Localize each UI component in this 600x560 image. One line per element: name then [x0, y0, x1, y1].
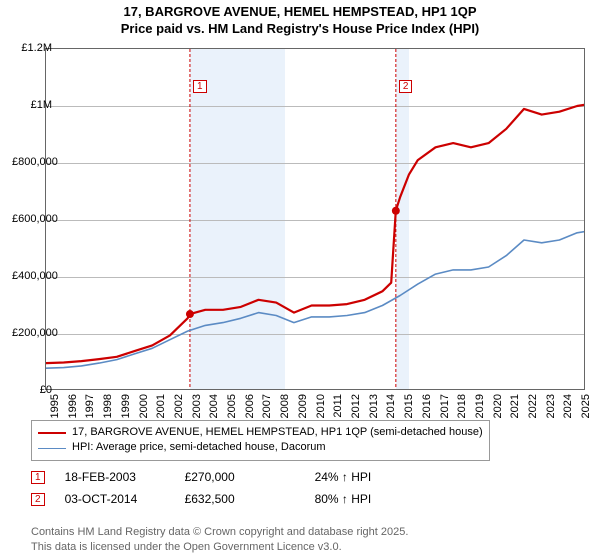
legend-swatch	[38, 432, 66, 434]
x-tick-label: 1998	[102, 394, 114, 418]
sale-date: 03-OCT-2014	[65, 492, 185, 506]
y-tick-label: £200,000	[12, 327, 52, 339]
x-tick-label: 2023	[545, 394, 557, 418]
y-tick-label: £800,000	[12, 156, 52, 168]
legend-label: 17, BARGROVE AVENUE, HEMEL HEMPSTEAD, HP…	[72, 425, 483, 440]
sales-table: 1 18-FEB-2003£270,00024% ↑ HPI 2 03-OCT-201…	[31, 466, 445, 510]
y-tick-label: £1M	[12, 99, 52, 111]
x-tick-label: 1996	[67, 394, 79, 418]
legend-swatch	[38, 448, 66, 449]
series-hpi	[46, 231, 585, 368]
x-tick-label: 2018	[456, 394, 468, 418]
sale-marker-num: 1	[31, 471, 45, 484]
y-tick-label: £1.2M	[12, 42, 52, 54]
x-tick-label: 2009	[297, 394, 309, 418]
legend-item: HPI: Average price, semi-detached house,…	[38, 440, 483, 455]
sale-price: £270,000	[185, 470, 315, 484]
y-tick-label: £600,000	[12, 213, 52, 225]
y-tick-label: £0	[12, 384, 52, 396]
sale-point	[186, 310, 194, 318]
x-tick-label: 1999	[120, 394, 132, 418]
sale-row: 2 03-OCT-2014£632,50080% ↑ HPI	[31, 488, 445, 510]
title-line-2: Price paid vs. HM Land Registry's House …	[0, 21, 600, 38]
chart-container: 17, BARGROVE AVENUE, HEMEL HEMPSTEAD, HP…	[0, 0, 600, 560]
sale-price: £632,500	[185, 492, 315, 506]
x-tick-label: 2001	[155, 394, 167, 418]
x-tick-label: 2024	[562, 394, 574, 418]
sale-point	[392, 207, 400, 215]
x-tick-label: 2014	[385, 394, 397, 418]
x-tick-label: 2005	[226, 394, 238, 418]
footer-attribution: Contains HM Land Registry data © Crown c…	[31, 525, 408, 554]
x-tick-label: 2000	[138, 394, 150, 418]
plot-region	[45, 48, 585, 390]
x-tick-label: 2003	[191, 394, 203, 418]
sale-delta: 24% ↑ HPI	[315, 470, 445, 484]
x-tick-label: 2006	[244, 394, 256, 418]
x-tick-label: 2017	[439, 394, 451, 418]
x-tick-label: 2011	[332, 394, 344, 418]
x-tick-label: 2021	[509, 394, 521, 418]
x-tick-label: 2019	[474, 394, 486, 418]
footer-line-2: This data is licensed under the Open Gov…	[31, 540, 408, 554]
x-tick-label: 2013	[368, 394, 380, 418]
x-tick-label: 2010	[315, 394, 327, 418]
x-tick-label: 2016	[421, 394, 433, 418]
x-tick-label: 2007	[261, 394, 273, 418]
x-tick-label: 2025	[580, 394, 592, 418]
sale-row: 1 18-FEB-2003£270,00024% ↑ HPI	[31, 466, 445, 488]
legend: 17, BARGROVE AVENUE, HEMEL HEMPSTEAD, HP…	[31, 420, 490, 461]
marker-label: 2	[399, 80, 413, 93]
legend-item: 17, BARGROVE AVENUE, HEMEL HEMPSTEAD, HP…	[38, 425, 483, 440]
series-price_paid	[46, 105, 585, 364]
x-tick-label: 2004	[208, 394, 220, 418]
marker-label: 1	[193, 80, 207, 93]
x-tick-label: 2020	[492, 394, 504, 418]
chart-area	[45, 48, 585, 390]
x-tick-label: 1997	[84, 394, 96, 418]
y-tick-label: £400,000	[12, 270, 52, 282]
footer-line-1: Contains HM Land Registry data © Crown c…	[31, 525, 408, 539]
sale-delta: 80% ↑ HPI	[315, 492, 445, 506]
x-tick-label: 1995	[49, 394, 61, 418]
sale-date: 18-FEB-2003	[65, 470, 185, 484]
x-tick-label: 2002	[173, 394, 185, 418]
x-tick-label: 2022	[527, 394, 539, 418]
chart-title: 17, BARGROVE AVENUE, HEMEL HEMPSTEAD, HP…	[0, 4, 600, 38]
plot-svg	[46, 49, 585, 390]
sale-marker-num: 2	[31, 493, 45, 506]
x-tick-label: 2008	[279, 394, 291, 418]
title-line-1: 17, BARGROVE AVENUE, HEMEL HEMPSTEAD, HP…	[0, 4, 600, 21]
x-tick-label: 2012	[350, 394, 362, 418]
legend-label: HPI: Average price, semi-detached house,…	[72, 440, 326, 455]
x-tick-label: 2015	[403, 394, 415, 418]
